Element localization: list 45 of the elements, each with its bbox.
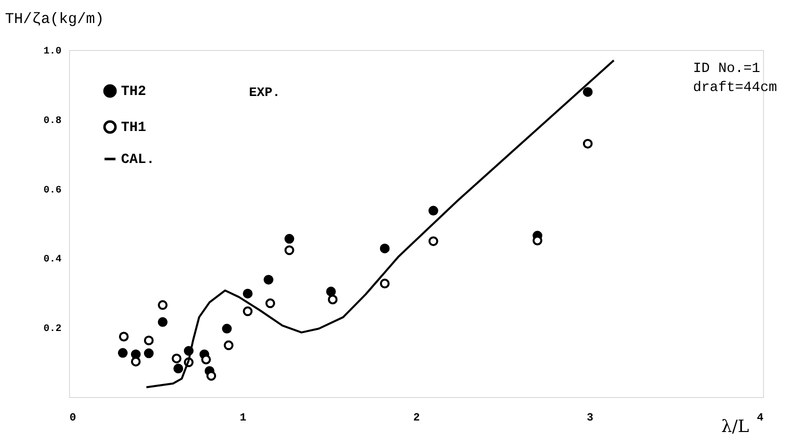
x-tick-label: 2 [413, 412, 420, 424]
y-tick-label: 0.4 [43, 254, 62, 266]
legend-label: TH1 [121, 120, 146, 136]
annotation: draft=44cm [693, 80, 778, 96]
annotation: ID No.=1 [693, 61, 760, 77]
y-tick-label: 0.8 [43, 116, 62, 127]
point [206, 370, 216, 381]
point [264, 274, 274, 285]
point [265, 298, 276, 308]
y-tick-label: 0.6 [43, 185, 62, 196]
x-tick-label: 1 [240, 412, 247, 424]
point [158, 300, 168, 310]
point [201, 354, 211, 364]
legend-label: TH2 [121, 84, 146, 100]
y-tick-label: 1.0 [43, 46, 62, 58]
point [224, 340, 234, 350]
x-axis-title: λ/L [721, 417, 749, 437]
point [172, 354, 182, 364]
point [582, 87, 593, 97]
point [222, 324, 232, 334]
annotation: EXP. [249, 85, 280, 100]
point [118, 348, 128, 358]
point [242, 306, 253, 316]
point [144, 336, 154, 346]
point [428, 206, 438, 216]
point [144, 348, 154, 358]
point [130, 356, 141, 366]
point [284, 245, 294, 256]
point [428, 236, 438, 246]
x-tick-label: 3 [586, 412, 594, 424]
y-axis-title: TH/ζa(kg/m) [5, 11, 104, 28]
point [582, 138, 593, 149]
point [284, 234, 294, 244]
x-tick-label: 0 [70, 412, 76, 424]
legend-label: CAL. [121, 152, 155, 168]
point [380, 278, 390, 288]
point [242, 288, 253, 298]
x-tick-label: 4 [756, 412, 764, 424]
point [328, 294, 338, 304]
y-tick-label: 0.2 [43, 324, 62, 336]
point [118, 332, 129, 342]
point [173, 364, 184, 374]
point [158, 317, 168, 327]
point [380, 244, 390, 254]
point [326, 286, 336, 296]
